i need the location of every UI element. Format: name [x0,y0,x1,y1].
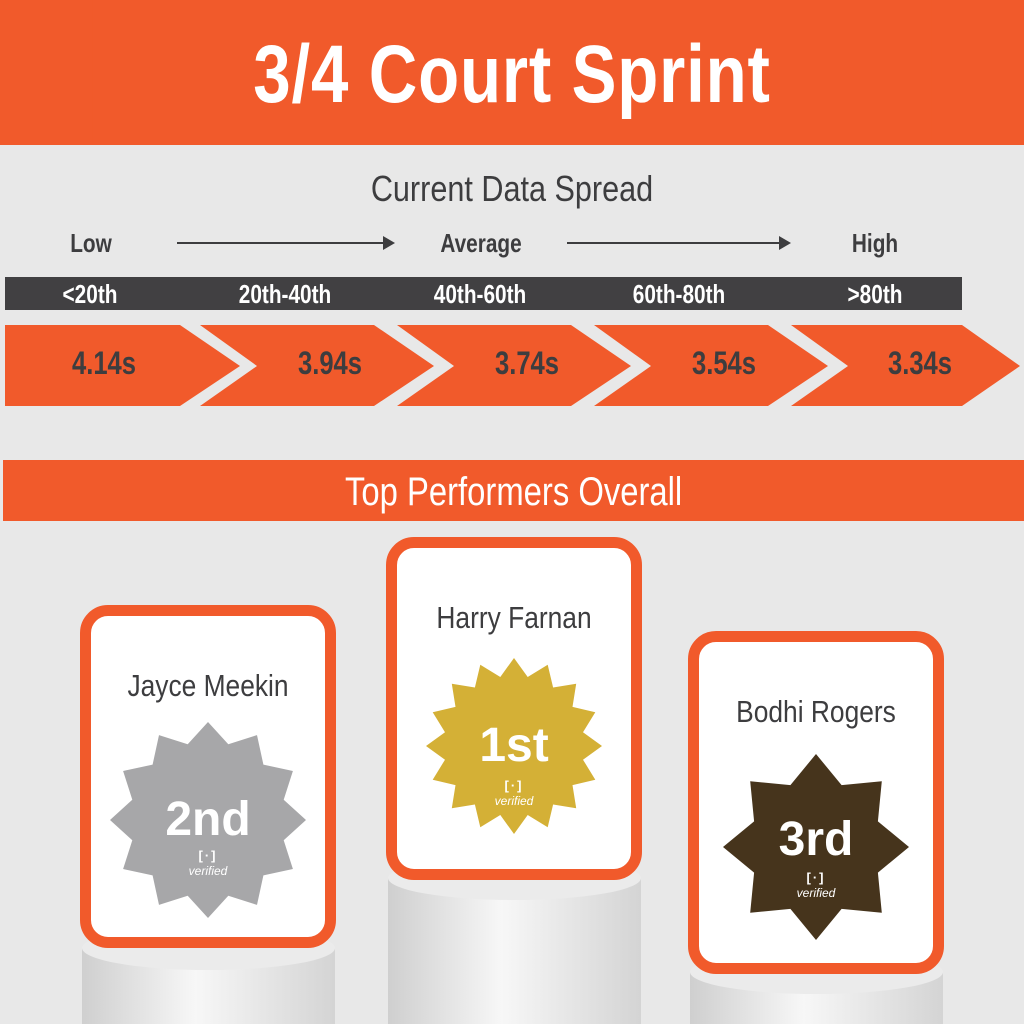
page-title: 3/4 Court Sprint [92,0,932,145]
percentile-label: 40th-60th [433,279,527,309]
verified-bracket-icon: [·] [504,778,524,793]
time-value: 3.54s [691,345,757,381]
label-high: High [851,228,899,258]
performer-card-1st: Harry Farnan 1st [·] verified [386,537,642,880]
verified-label: verified [796,886,836,900]
time-value: 3.74s [494,345,560,381]
section-heading: Top Performers Overall [3,460,1024,521]
verified-bracket-icon: [·] [198,848,218,863]
section-heading-text: Top Performers Overall [344,470,683,514]
arrow-icon [177,236,395,250]
percentile-label: 60th-80th [632,279,726,309]
verified-label: verified [494,794,534,808]
place-label: 2nd [165,793,251,846]
performer-name: Harry Farnan [436,600,592,635]
place-label: 1st [479,719,549,772]
percentile-bar [5,277,962,310]
rank-star-icon [699,752,933,942]
performer-card-2nd: Jayce Meekin 2nd [·] verified [80,605,336,948]
star-shape [426,658,602,834]
percentile-label: >80th [847,279,903,309]
star-shape [723,754,909,940]
arrow-icon [567,236,791,250]
percentile-label: <20th [62,279,118,309]
label-low: Low [70,228,112,258]
chevron-row [5,325,1020,406]
pedestal [388,856,641,1024]
rank-star-icon [397,656,631,836]
chevron [594,325,828,406]
label-average: Average [440,228,522,258]
performer-card-3rd: Bodhi Rogers 3rd [·] verified [688,631,944,974]
time-value: 3.34s [887,345,953,381]
chevron [5,325,240,406]
chevron [200,325,434,406]
performer-name: Jayce Meekin [127,668,289,703]
performer-name: Bodhi Rogers [736,694,896,729]
spread-heading: Current Data Spread [370,168,654,209]
time-value: 4.14s [71,345,137,381]
pedestal [82,926,335,1024]
verified-bracket-icon: [·] [806,870,826,885]
star-shape [110,722,306,918]
verified-label: verified [188,864,228,878]
time-value: 3.94s [297,345,363,381]
rank-star-icon [91,720,325,920]
pedestal [690,950,943,1024]
chevron [791,325,1020,406]
chevron [397,325,631,406]
percentile-label: 20th-40th [238,279,332,309]
place-label: 3rd [778,813,854,866]
